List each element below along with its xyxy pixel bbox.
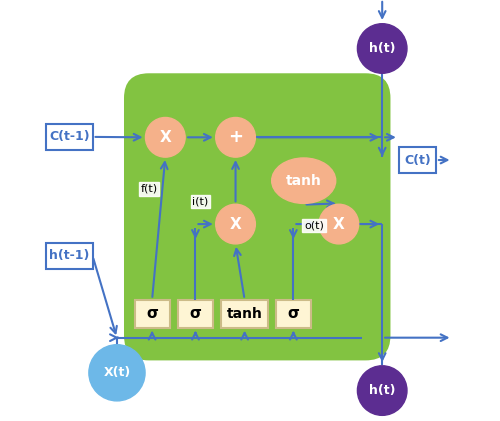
Text: o(t): o(t) bbox=[304, 220, 324, 230]
Circle shape bbox=[146, 117, 185, 157]
FancyBboxPatch shape bbox=[46, 124, 92, 150]
Circle shape bbox=[319, 204, 358, 244]
Text: X: X bbox=[230, 216, 241, 232]
Circle shape bbox=[216, 117, 256, 157]
Text: tanh: tanh bbox=[286, 174, 322, 188]
FancyBboxPatch shape bbox=[178, 300, 213, 328]
FancyBboxPatch shape bbox=[222, 300, 268, 328]
FancyBboxPatch shape bbox=[398, 147, 436, 173]
Text: σ: σ bbox=[288, 306, 300, 321]
Text: h(t-1): h(t-1) bbox=[50, 249, 90, 262]
FancyBboxPatch shape bbox=[124, 73, 390, 360]
Text: f(t): f(t) bbox=[140, 184, 158, 194]
FancyBboxPatch shape bbox=[276, 300, 311, 328]
Text: C(t): C(t) bbox=[404, 154, 430, 167]
Ellipse shape bbox=[272, 158, 336, 203]
Text: i(t): i(t) bbox=[192, 196, 208, 206]
Circle shape bbox=[216, 204, 256, 244]
Circle shape bbox=[358, 24, 407, 73]
Circle shape bbox=[358, 366, 407, 416]
Text: C(t-1): C(t-1) bbox=[49, 131, 90, 144]
Circle shape bbox=[89, 345, 145, 401]
Text: tanh: tanh bbox=[226, 307, 262, 321]
Text: X(t): X(t) bbox=[104, 366, 130, 379]
Text: σ: σ bbox=[190, 306, 202, 321]
Text: X: X bbox=[160, 130, 171, 145]
Text: h(t): h(t) bbox=[369, 42, 396, 55]
FancyBboxPatch shape bbox=[46, 243, 92, 269]
Text: σ: σ bbox=[146, 306, 158, 321]
Text: +: + bbox=[228, 128, 243, 147]
Text: h(t): h(t) bbox=[369, 384, 396, 397]
FancyBboxPatch shape bbox=[134, 300, 170, 328]
Text: X: X bbox=[333, 216, 344, 232]
